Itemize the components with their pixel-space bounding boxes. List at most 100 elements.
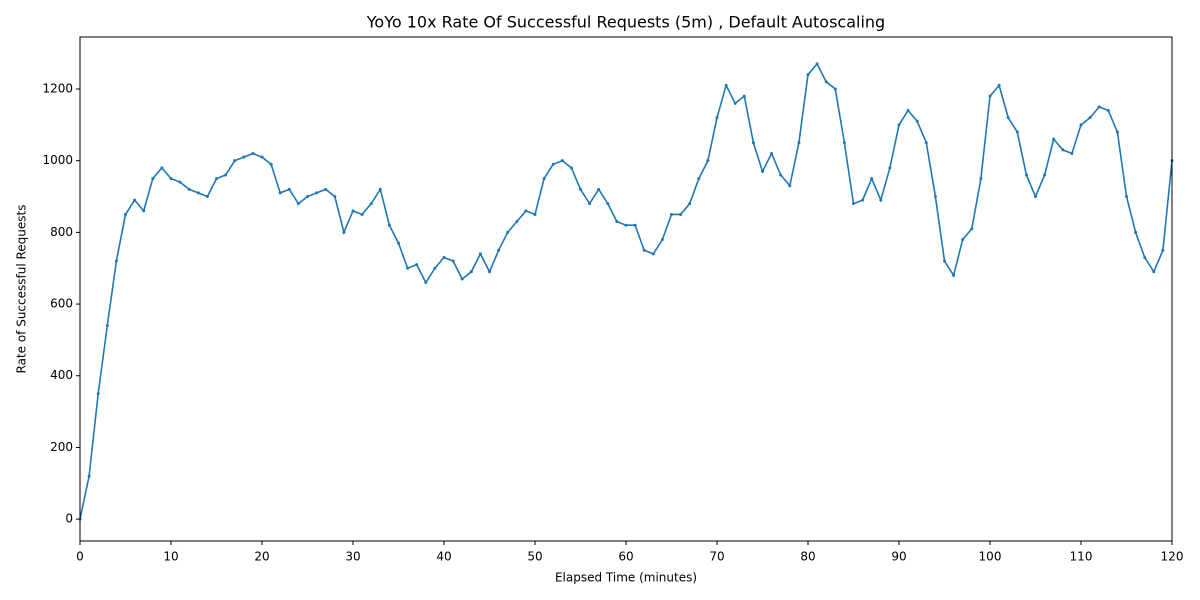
y-tick-label: 600 [50,297,73,311]
data-point [133,198,137,202]
data-point [533,212,537,216]
data-point [815,62,819,66]
data-point [579,187,582,191]
data-point [679,212,683,216]
data-point [888,166,892,170]
data-point [633,223,637,227]
data-point [1015,130,1019,134]
data-point [715,116,719,120]
x-tick-label: 0 [76,550,84,564]
data-point [597,187,601,191]
x-axis-label: Elapsed Time (minutes) [555,571,697,585]
data-point [833,87,837,91]
data-point [1106,108,1110,112]
y-tick-label: 200 [50,440,73,454]
x-tick-label: 40 [436,550,451,564]
data-point [688,202,692,206]
data-point [515,220,519,224]
data-point [160,166,164,170]
x-tick-label: 90 [891,550,906,564]
data-point [151,177,155,181]
data-point [933,195,937,199]
data-point [278,191,282,195]
data-point [451,259,455,263]
data-point [797,141,801,145]
data-point [196,191,200,195]
data-point [1115,130,1119,134]
data-point [1088,116,1092,120]
data-point [205,195,209,199]
y-tick-label: 800 [50,225,73,239]
data-point [424,281,428,285]
data-point [124,212,127,216]
data-point [488,270,491,274]
y-tick-label: 400 [50,368,73,382]
data-point [961,238,965,242]
data-point [406,266,410,270]
data-point [1061,148,1065,152]
data-point [651,252,655,256]
data-point [824,80,828,84]
data-point [105,324,109,328]
y-tick-label: 1200 [42,81,73,95]
data-point [242,155,246,159]
data-point [1052,137,1056,141]
data-point [1152,270,1156,274]
data-point [1097,105,1101,109]
x-tick-label: 110 [1070,550,1093,564]
data-point [569,166,573,170]
data-point [706,159,710,163]
data-point [1024,173,1028,177]
data-point [751,141,755,145]
data-point [215,177,218,181]
data-point [560,159,564,163]
data-point [624,223,628,227]
data-point [588,202,592,206]
data-point [842,141,846,145]
data-point [660,238,664,242]
x-tick-label: 60 [618,550,633,564]
data-point [870,177,874,181]
data-point [287,187,291,191]
data-point [852,202,855,206]
data-point [879,198,883,202]
data-point [369,202,373,206]
data-point [761,169,764,173]
data-point [1070,152,1074,156]
data-point [269,162,273,166]
y-tick-label: 0 [65,512,73,526]
data-point [260,155,264,159]
data-point [1079,123,1083,127]
data-point [187,187,191,191]
data-point [333,195,337,199]
data-point [224,173,228,177]
data-point [442,255,446,259]
data-point [1161,248,1165,252]
data-point [897,123,901,127]
data-point [806,73,810,77]
x-tick-label: 70 [709,550,724,564]
data-point [469,270,473,274]
data-point [542,177,546,181]
x-tick-label: 100 [979,550,1002,564]
y-axis-label: Rate of Successful Requests [15,205,29,374]
data-point [296,202,300,206]
data-point [970,227,974,231]
data-point [642,248,646,252]
data-point [1143,255,1147,259]
data-point [178,180,182,184]
data-point [387,223,391,227]
data-point [251,152,255,156]
data-point [733,101,737,105]
data-point [351,209,355,213]
data-point [1034,195,1037,199]
data-point [943,259,946,263]
data-point [96,392,100,396]
data-line [79,62,1173,520]
data-point [397,241,400,245]
data-point [342,230,346,234]
data-point [324,187,328,191]
data-point [1006,116,1010,120]
data-point [142,209,146,213]
